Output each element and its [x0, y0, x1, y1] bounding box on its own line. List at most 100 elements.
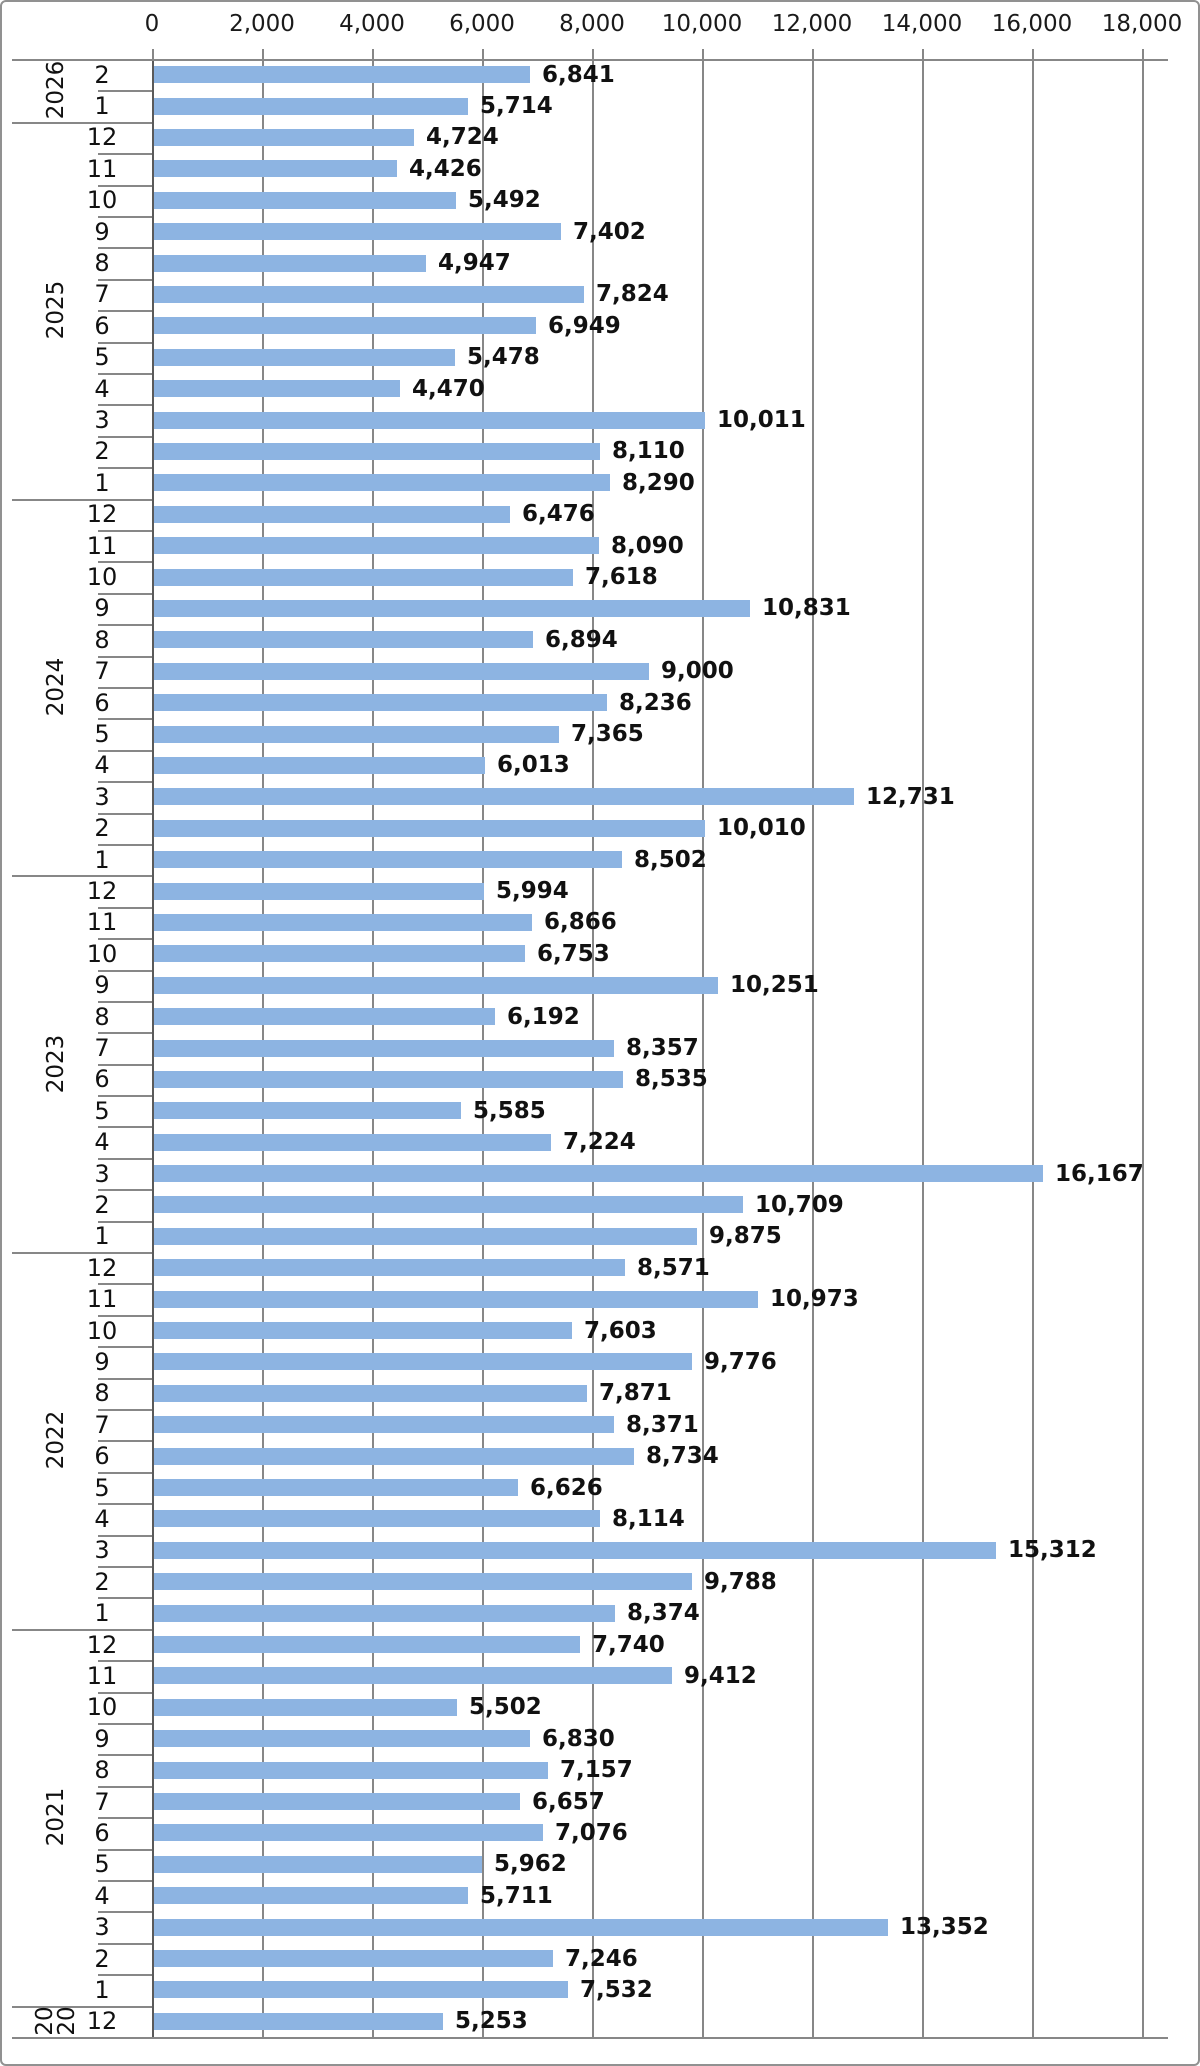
bar-value-label: 7,824 [596, 281, 669, 307]
bar [154, 1102, 461, 1119]
category-axis-line [152, 59, 154, 2037]
bar-value-label: 5,711 [480, 1883, 553, 1909]
month-separator [98, 1283, 152, 1285]
bar [154, 1416, 614, 1433]
month-separator [98, 561, 152, 563]
bar-value-label: 15,312 [1008, 1537, 1097, 1563]
bar-value-label: 9,000 [661, 658, 734, 684]
month-separator [98, 1378, 152, 1380]
gridline [1142, 59, 1144, 2037]
axis-tick [1032, 49, 1034, 59]
bar [154, 1542, 996, 1559]
bar [154, 66, 530, 83]
bar [154, 1385, 587, 1402]
bar-value-label: 4,470 [412, 376, 485, 402]
bar [154, 820, 705, 837]
bar-value-label: 6,894 [545, 627, 618, 653]
month-label: 6 [94, 1065, 110, 1093]
bar [154, 945, 525, 962]
bar-value-label: 6,192 [507, 1004, 580, 1030]
month-separator [98, 1409, 152, 1411]
year-separator [12, 1629, 152, 1631]
month-separator [98, 185, 152, 187]
axis-tick [1142, 49, 1144, 59]
bar [154, 317, 536, 334]
month-separator [98, 1440, 152, 1442]
x-axis-tick-label: 16,000 [991, 11, 1073, 37]
bar-value-label: 6,013 [497, 752, 570, 778]
month-label: 1 [94, 469, 110, 497]
bar [154, 506, 510, 523]
month-label: 4 [94, 1505, 110, 1533]
bar [154, 1008, 495, 1025]
bar [154, 1322, 572, 1339]
month-label: 4 [94, 1128, 110, 1156]
month-separator [98, 1817, 152, 1819]
month-separator [98, 1786, 152, 1788]
month-separator [98, 1660, 152, 1662]
month-separator [98, 1566, 152, 1568]
bar [154, 1605, 615, 1622]
bar [154, 1165, 1043, 1182]
x-axis-tick-label: 12,000 [771, 11, 853, 37]
year-label: 2025 [43, 280, 70, 340]
month-separator [98, 373, 152, 375]
bar [154, 98, 468, 115]
month-label: 2 [94, 1191, 110, 1219]
bar [154, 1196, 743, 1213]
x-axis-tick-label: 2,000 [229, 11, 295, 37]
bar [154, 1762, 548, 1779]
bar-value-label: 6,866 [544, 909, 617, 935]
bar [154, 1636, 580, 1653]
month-label: 9 [94, 1348, 110, 1376]
year-label: 2021 [43, 1787, 70, 1847]
month-label: 7 [94, 657, 110, 685]
month-separator [98, 153, 152, 155]
x-axis-tick-label: 10,000 [661, 11, 743, 37]
bar [154, 1071, 623, 1088]
bar-value-label: 8,290 [622, 470, 695, 496]
month-separator [98, 781, 152, 783]
bar-value-label: 5,714 [480, 93, 553, 119]
bar-value-label: 6,476 [522, 501, 595, 527]
month-label: 1 [94, 92, 110, 120]
bar-value-label: 6,753 [537, 941, 610, 967]
bar [154, 160, 397, 177]
bar [154, 1291, 758, 1308]
bar [154, 537, 599, 554]
bar [154, 1479, 518, 1496]
bar-value-label: 7,076 [555, 1820, 628, 1846]
month-separator [98, 1723, 152, 1725]
gridline [812, 59, 814, 2037]
bar [154, 914, 532, 931]
bar-value-label: 5,502 [469, 1694, 542, 1720]
axis-tick [592, 49, 594, 59]
bar [154, 1134, 551, 1151]
bar [154, 1699, 457, 1716]
bar [154, 726, 559, 743]
month-label: 8 [94, 1003, 110, 1031]
bar [154, 255, 426, 272]
month-label: 1 [94, 1976, 110, 2004]
bar [154, 600, 750, 617]
month-label: 4 [94, 751, 110, 779]
month-separator [98, 279, 152, 281]
month-separator [98, 718, 152, 720]
month-label: 7 [94, 1411, 110, 1439]
month-separator [98, 1158, 152, 1160]
bar [154, 1887, 468, 1904]
month-separator [98, 1221, 152, 1223]
month-separator [98, 1943, 152, 1945]
month-label: 6 [94, 689, 110, 717]
month-separator [98, 1315, 152, 1317]
bar-value-label: 8,090 [611, 533, 684, 559]
bar-value-label: 7,365 [571, 721, 644, 747]
bar [154, 1510, 600, 1527]
bar-value-label: 5,492 [468, 187, 541, 213]
month-label: 5 [94, 343, 110, 371]
month-separator [98, 813, 152, 815]
month-separator [98, 342, 152, 344]
bar [154, 192, 456, 209]
month-separator [98, 1974, 152, 1976]
